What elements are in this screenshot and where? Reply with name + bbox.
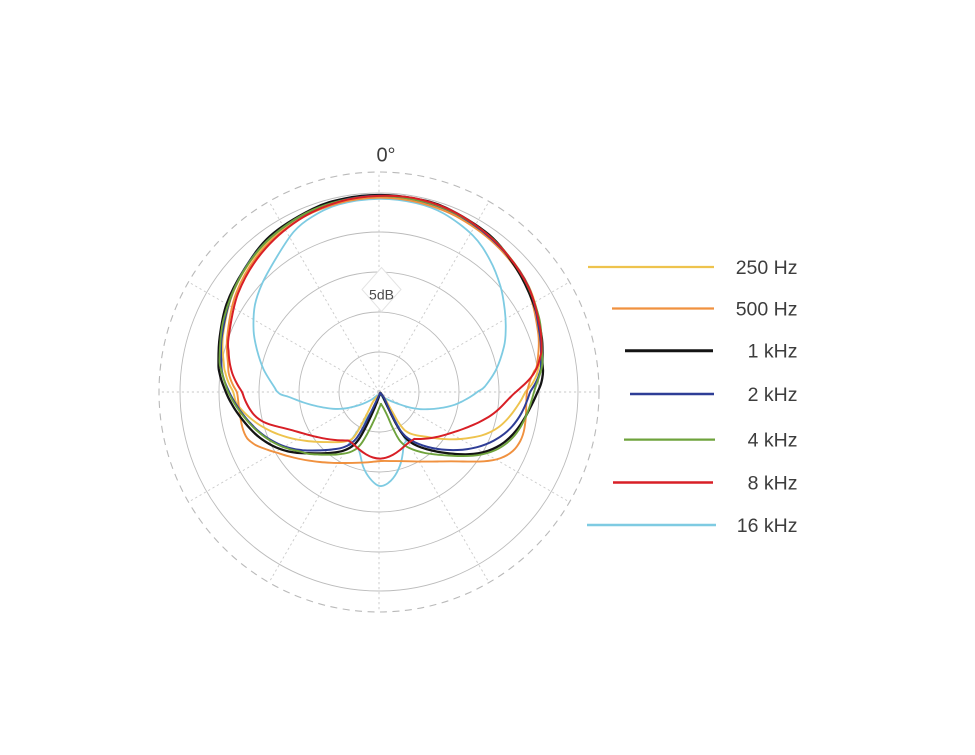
svg-text:500 Hz: 500 Hz <box>736 299 798 321</box>
svg-text:8 kHz: 8 kHz <box>748 473 798 495</box>
svg-text:2 kHz: 2 kHz <box>748 384 798 406</box>
svg-text:16 kHz: 16 kHz <box>737 515 798 537</box>
svg-text:250 Hz: 250 Hz <box>736 257 798 279</box>
svg-text:0°: 0° <box>376 145 395 167</box>
svg-text:5dB: 5dB <box>369 287 394 303</box>
svg-text:4 kHz: 4 kHz <box>748 430 798 452</box>
svg-text:1 kHz: 1 kHz <box>748 341 798 363</box>
